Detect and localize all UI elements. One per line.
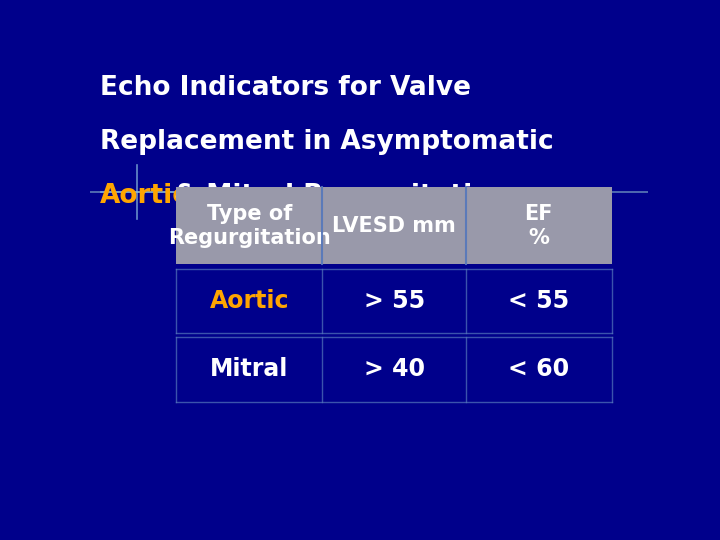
Text: Replacement in Asymptomatic: Replacement in Asymptomatic [100,129,554,155]
Text: > 55: > 55 [364,289,425,313]
Bar [323,187,466,265]
Text: LVESD mm: LVESD mm [332,216,456,236]
Text: EF
%: EF % [525,204,553,247]
Text: Type of
Regurgitation: Type of Regurgitation [168,204,330,247]
Text: Aortic: Aortic [210,289,289,313]
Text: & Mitral Regurgitation: & Mitral Regurgitation [166,183,510,210]
Bar [466,187,612,265]
Text: < 60: < 60 [508,357,570,381]
Text: Echo Indicators for Valve: Echo Indicators for Valve [100,75,471,101]
Text: < 55: < 55 [508,289,570,313]
Text: Aortic: Aortic [100,183,189,210]
Text: Mitral: Mitral [210,357,289,381]
Bar [176,187,323,265]
Text: > 40: > 40 [364,357,425,381]
